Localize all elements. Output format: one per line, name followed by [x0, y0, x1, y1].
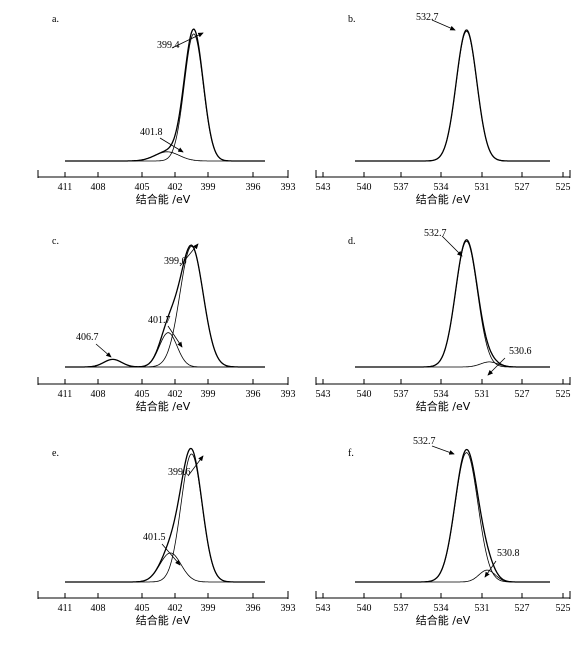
- x-tick-label: 540: [357, 389, 372, 400]
- peak-arrow: [167, 325, 183, 348]
- peak-arrow: [95, 343, 112, 358]
- peak-label: 530.8: [497, 548, 520, 559]
- component-curve: [65, 552, 265, 583]
- component-curve: [65, 453, 265, 583]
- x-axis-title: 结合能 /eV: [136, 613, 191, 627]
- x-tick-label: 537: [394, 389, 409, 400]
- peak-arrow: [484, 560, 497, 578]
- x-tick-label: 408: [91, 389, 106, 400]
- x-tick-label: 393: [281, 603, 296, 614]
- x-tick-label: 411: [58, 603, 73, 614]
- x-tick-label: 408: [91, 182, 106, 193]
- panel-letter: e.: [52, 448, 59, 459]
- x-axis-title: 结合能 /eV: [416, 613, 471, 627]
- x-axis-title: 结合能 /eV: [136, 399, 191, 413]
- peak-label: 406.7: [76, 332, 99, 343]
- peak-label: 399.4: [157, 40, 180, 51]
- x-tick-label: 525: [556, 389, 571, 400]
- peak-arrow: [431, 19, 456, 31]
- panel-c: c. 411 408 405 402 399 396 393 结合能 /eV 399.6 401.7…: [37, 236, 296, 413]
- peak-label: 401.8: [140, 127, 163, 138]
- peak-label: 532.7: [416, 12, 439, 23]
- peak-arrow: [187, 455, 204, 477]
- peak-label: 530.6: [509, 346, 532, 357]
- x-axis-title: 结合能 /eV: [416, 192, 471, 206]
- x-tick-label: 543: [316, 182, 331, 193]
- peak-arrow: [441, 235, 463, 257]
- x-tick-label: 543: [316, 389, 331, 400]
- peak-arrow: [179, 243, 199, 267]
- peak-arrow: [159, 137, 184, 153]
- x-tick-label: 534: [434, 603, 449, 614]
- panel-d: d. 543 540 537 534 531 527 525 结合能 /eV 532.7 530.6: [315, 228, 571, 413]
- x-tick-label: 534: [434, 182, 449, 193]
- x-tick-label: 402: [168, 182, 183, 193]
- x-tick-label: 531: [475, 389, 490, 400]
- x-tick-label: 527: [515, 389, 530, 400]
- x-tick-label: 396: [246, 603, 261, 614]
- x-tick-label: 525: [556, 182, 571, 193]
- peak-label: 401.7: [148, 315, 171, 326]
- x-tick-label: 402: [168, 389, 183, 400]
- x-tick-label: 399: [201, 182, 216, 193]
- x-tick-label: 393: [281, 389, 296, 400]
- panel-b: b. 543 540 537 534 531 527 525 结合能 /eV 532.7: [315, 12, 571, 206]
- panel-a: a. 411 408 405 402 399 396 393 结合能 /eV 399.4 401.8: [37, 14, 296, 206]
- x-tick-label: 405: [135, 389, 150, 400]
- panel-letter: b.: [348, 14, 356, 25]
- peak-label: 399.6: [164, 256, 187, 267]
- x-tick-label: 399: [201, 389, 216, 400]
- component-curve: [65, 151, 265, 162]
- component-curve: [355, 569, 550, 583]
- envelope-curve: [355, 448, 550, 583]
- x-tick-label: 531: [475, 603, 490, 614]
- x-tick-label: 531: [475, 182, 490, 193]
- x-tick-label: 527: [515, 603, 530, 614]
- component-curve: [65, 33, 265, 162]
- x-tick-label: 534: [434, 389, 449, 400]
- panel-letter: a.: [52, 14, 59, 25]
- peak-arrow: [487, 357, 506, 376]
- panel-letter: c.: [52, 236, 59, 247]
- component-curve: [355, 361, 550, 368]
- component-curve: [355, 30, 550, 162]
- peak-label: 399.6: [168, 467, 191, 478]
- x-tick-label: 543: [316, 603, 331, 614]
- peak-arrow: [431, 445, 455, 455]
- x-tick-label: 405: [135, 603, 150, 614]
- x-tick-label: 537: [394, 603, 409, 614]
- peak-arrow: [171, 32, 204, 49]
- x-tick-label: 402: [168, 603, 183, 614]
- panel-f: f. 543 540 537 534 531 527 525 结合能 /eV 532.7 530.8: [315, 436, 571, 627]
- x-tick-label: 411: [58, 182, 73, 193]
- x-tick-label: 540: [357, 182, 372, 193]
- x-tick-label: 396: [246, 182, 261, 193]
- x-tick-label: 525: [556, 603, 571, 614]
- x-tick-label: 408: [91, 603, 106, 614]
- x-tick-label: 405: [135, 182, 150, 193]
- panel-letter: f.: [348, 448, 354, 459]
- peak-label: 532.7: [424, 228, 447, 239]
- x-tick-label: 393: [281, 182, 296, 193]
- x-tick-label: 399: [201, 603, 216, 614]
- envelope-curve: [65, 447, 265, 583]
- x-tick-label: 527: [515, 182, 530, 193]
- x-tick-label: 540: [357, 603, 372, 614]
- x-tick-label: 537: [394, 182, 409, 193]
- x-axis-title: 结合能 /eV: [136, 192, 191, 206]
- x-tick-label: 411: [58, 389, 73, 400]
- panel-letter: d.: [348, 236, 356, 247]
- peak-label: 401.5: [143, 532, 166, 543]
- x-tick-label: 396: [246, 389, 261, 400]
- component-curve: [65, 359, 265, 368]
- envelope-curve: [355, 29, 550, 162]
- panel-e: e. 411 408 405 402 399 396 393 结合能 /eV 399.6 401.5: [37, 447, 296, 627]
- peak-arrow: [161, 543, 181, 566]
- x-axis-title: 结合能 /eV: [416, 399, 471, 413]
- peak-label: 532.7: [413, 436, 436, 447]
